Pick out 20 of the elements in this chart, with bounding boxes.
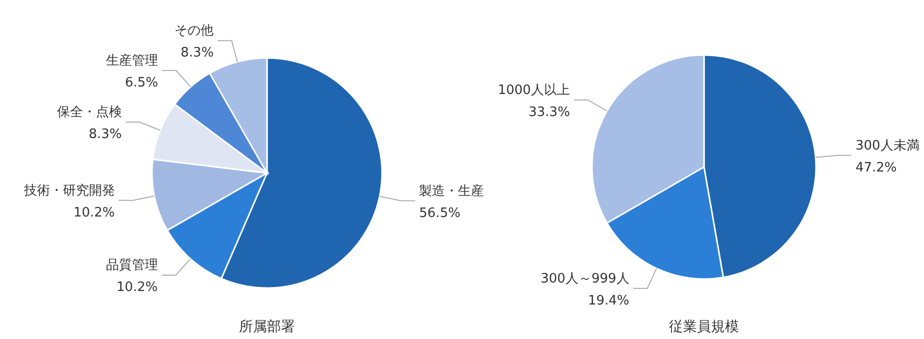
text: 従業員規模 — [669, 319, 739, 335]
slice-label: 1000人以上 — [498, 83, 570, 98]
data-label: 56.5% — [419, 206, 460, 221]
data-label: 19.4% — [588, 293, 630, 308]
slice-label: 技術・研究開発 — [22, 183, 115, 198]
data-label: 6.5% — [125, 76, 158, 91]
slice-label: 300人未満 — [856, 138, 920, 154]
slice-label: その他 — [174, 24, 214, 39]
slice-label: 生産管理 — [106, 52, 158, 69]
data-label: 10.2% — [116, 280, 158, 296]
data-label: 33.3% — [528, 105, 570, 120]
data-label: 47.2% — [856, 160, 897, 176]
data-label: 8.3% — [88, 127, 122, 142]
slice-label: 製造・生産 — [419, 182, 484, 199]
slice-label: 品質管理 — [106, 258, 158, 274]
slice-label: 300人～999人 — [540, 271, 630, 286]
text: 所属部署 — [239, 319, 295, 335]
data-label: 8.3% — [180, 46, 214, 61]
slice-label: 保全・点検 — [56, 105, 122, 120]
data-label: 10.2% — [73, 205, 115, 220]
